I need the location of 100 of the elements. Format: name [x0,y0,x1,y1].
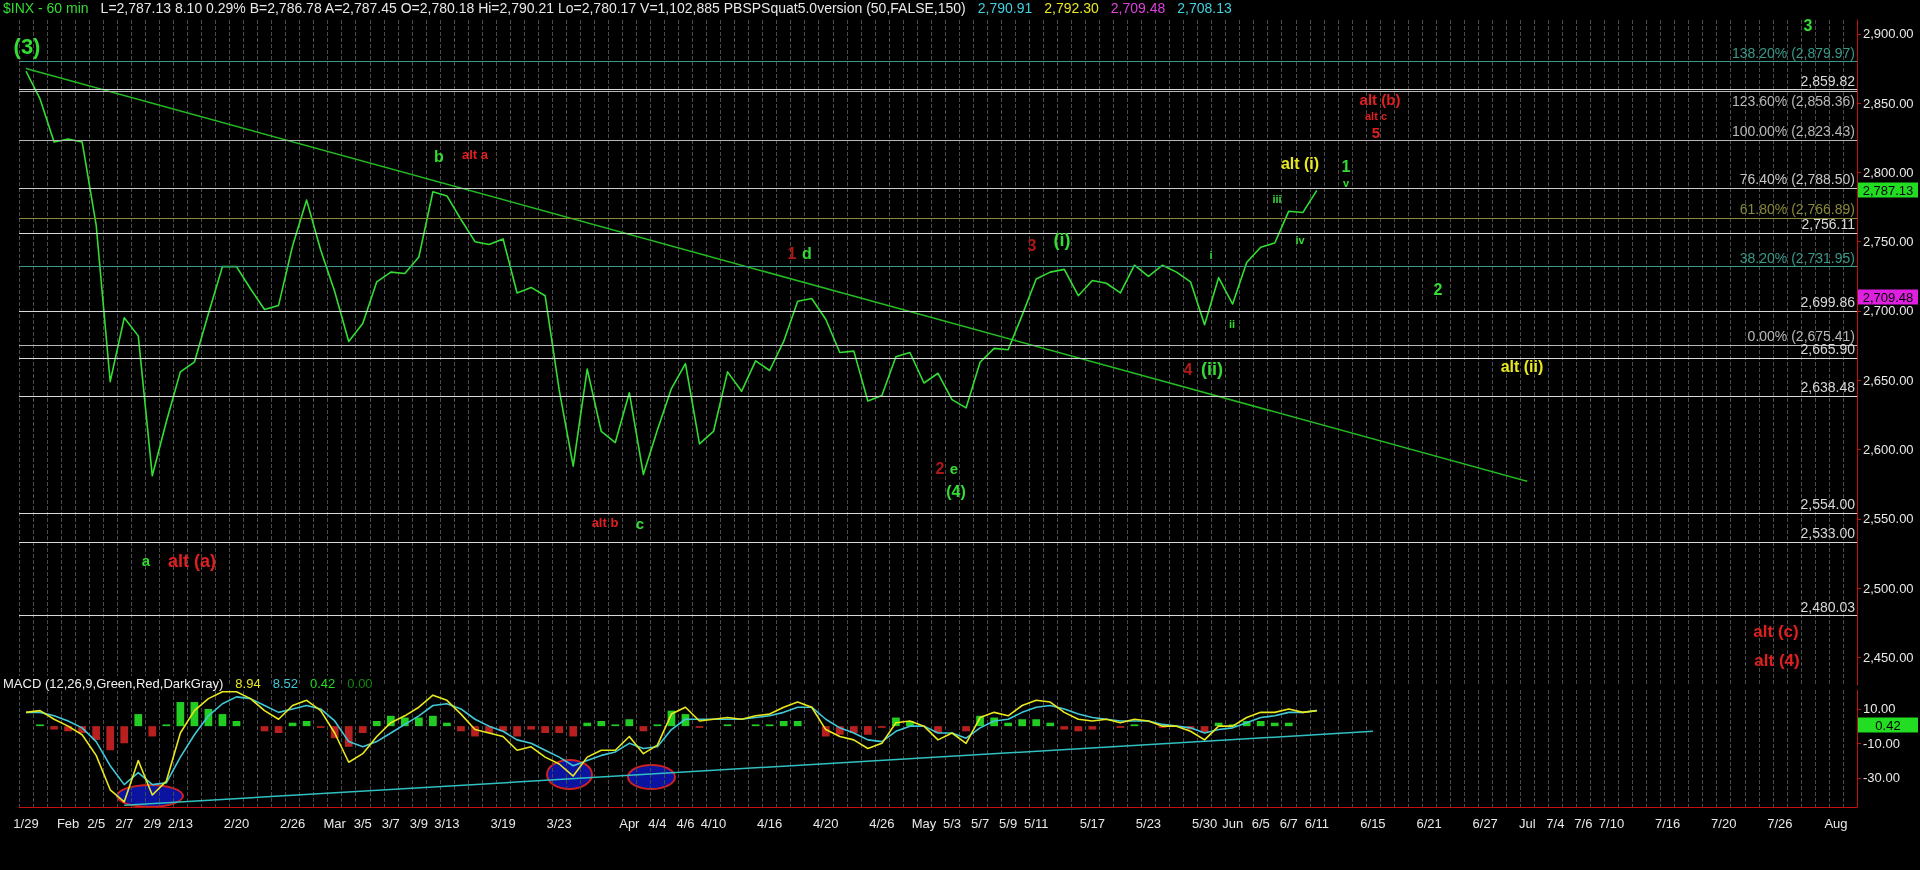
x-tick-label: 5/3 [942,816,962,831]
annotation: i [1209,249,1213,261]
text: 2,787.13 [1862,182,1914,198]
x-tick-label: 4/4 [648,816,667,831]
annotation: 1 [1341,157,1351,175]
y-tick-label: -10.00 [1863,735,1900,751]
annotation: alt b [591,514,619,530]
annotation: v [1342,177,1350,189]
ref-line-label: 100.00% (2,823.43) [1732,122,1855,139]
annotation: d [802,244,812,262]
chart-title: MACD (12,26,9,Green,Red,DarkGray) [3,676,224,691]
x-tick-label: 5/9 [999,816,1018,831]
annotation: (4) [946,482,966,500]
x-tick-label: 4/16 [756,816,783,831]
annotation: iv [1295,234,1306,246]
y-tick-label: 2,600.00 [1863,441,1914,457]
annotation: alt (b) [1359,90,1401,108]
x-tick-label: Aug [1824,816,1848,831]
x-tick-label: 3/13 [434,816,460,831]
text: 2,790.91 [977,0,1033,16]
annotation: alt c [1364,110,1388,122]
annotation: ii [1228,318,1236,330]
annotation: b [434,147,445,165]
text: 2,792.30 [1044,0,1099,16]
x-tick-label: 1/29 [13,816,39,831]
y-tick-label: 2,700.00 [1863,303,1914,319]
annotation: alt (4) [1754,650,1800,670]
annotation: 1 [787,244,797,262]
x-tick-label: 6/11 [1304,816,1329,831]
y-tick-label: -30.00 [1863,770,1900,786]
annotation: 3 [1803,16,1813,34]
x-tick-label: 3/19 [490,816,516,831]
x-tick-label: 4/10 [700,816,727,831]
x-tick-label: Jun [1222,816,1244,831]
annotation: c [635,514,645,532]
x-tick-label: 2/9 [143,816,162,831]
y-tick-label: 2,450.00 [1863,649,1914,665]
annotation: 4 [1183,360,1193,378]
x-tick-label: 3/5 [353,816,372,831]
x-tick-label: 3/7 [381,816,400,831]
ref-line-label: 0.00% (2,675.41) [1747,328,1855,344]
x-tick-label: 5/30 [1191,816,1218,831]
ref-line-label: 76.40% (2,788.50) [1739,171,1855,188]
x-tick-label: 6/7 [1279,816,1298,831]
y-tick-label: 2,800.00 [1863,164,1914,180]
annotation: 8.94 [235,676,261,691]
ref-line-label: 2,859.82 [1800,72,1856,89]
x-tick-label: 2/13 [167,816,194,831]
y-tick-label: 2,550.00 [1863,511,1914,527]
y-tick-label: 10.00 [1863,701,1896,717]
text: 2,709.48 [1110,0,1166,16]
annotation: iii [1272,193,1282,205]
x-tick-label: 6/27 [1472,816,1498,831]
x-tick-label: 7/4 [1546,816,1565,831]
x-tick-label: 4/20 [813,816,839,831]
x-tick-label: 5/17 [1079,816,1105,831]
annotation: 0.00 [347,676,373,691]
ref-line-label: 138.20% (2,879.97) [1732,44,1855,61]
x-tick-label: 5/11 [1024,816,1049,831]
ref-line-label: 61.80% (2,766.89) [1739,201,1855,218]
ref-line-label: 2,638.48 [1800,379,1856,396]
x-tick-label: 4/6 [676,816,695,831]
annotation: alt (i) [1280,154,1320,172]
x-tick-label: 7/26 [1767,816,1793,831]
annotation: 5 [1371,123,1381,141]
annotation: 0.42 [309,676,336,691]
annotation: 2 [935,459,945,477]
ref-line-label: 2,554.00 [1800,496,1856,513]
annotation: 2 [1433,280,1443,298]
ref-line-label: 2,480.03 [1800,598,1856,615]
x-tick-label: 2/5 [87,816,106,831]
x-tick-label: Jul [1518,816,1536,831]
ref-line-label: 2,533.00 [1800,525,1856,542]
x-tick-label: 6/21 [1416,816,1442,831]
y-tick-label: 2,750.00 [1863,234,1914,250]
annotation: (3) [13,33,41,59]
x-tick-label: Feb [56,816,80,831]
chart-subtitle: L=2,787.13 8.10 0.29% B=2,786.78 A=2,787.45 O=2,780.18 Hi=2,790.21 Lo=2,780.17 V=1,102,885 PBSPSquat5.0version (50,FALSE,150) [100,0,966,16]
x-tick-label: May [911,816,937,831]
ref-line-label: 38.20% (2,731.95) [1739,249,1855,266]
annotation: 8.52 [272,676,298,691]
ref-line-label: 123.60% (2,858.36) [1732,92,1855,109]
text: 2,708.13 [1177,0,1232,16]
annotation: a [141,551,151,569]
x-tick-label: 7/16 [1654,816,1681,831]
annotation: alt (ii) [1500,357,1544,375]
x-tick-label: 5/7 [971,816,990,831]
ref-line-label: 2,699.86 [1800,294,1856,311]
x-tick-label: 7/20 [1711,816,1737,831]
x-tick-label: 6/15 [1360,816,1386,831]
x-tick-label: 6/5 [1251,816,1270,831]
x-tick-label: Apr [619,816,641,831]
text: 0.42 [1875,717,1901,733]
text: 2,709.48 [1862,289,1914,305]
x-tick-label: 2/26 [279,816,306,831]
x-tick-label: 7/10 [1598,816,1625,831]
y-tick-label: 2,650.00 [1863,372,1914,388]
x-tick-label: Mar [323,816,347,831]
y-tick-label: 2,900.00 [1863,26,1914,42]
x-tick-label: 2/20 [223,816,250,831]
